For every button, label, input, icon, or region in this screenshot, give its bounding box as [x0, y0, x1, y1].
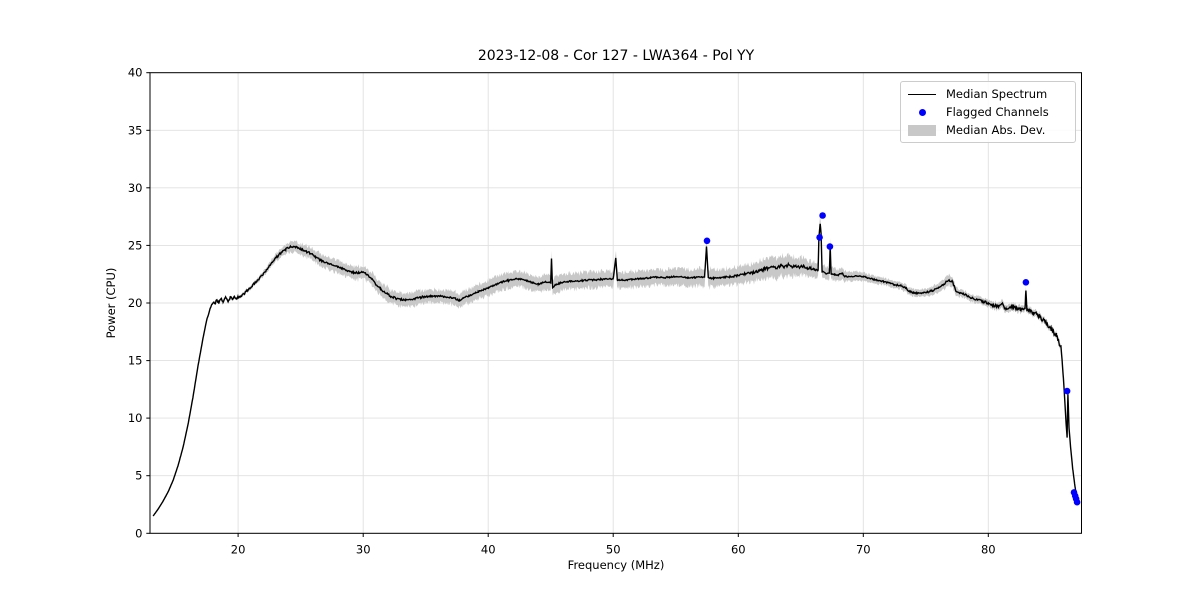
x-tick-label: 30	[356, 542, 371, 556]
legend-item-flagged-channels: Flagged Channels	[908, 103, 1067, 121]
legend: Median Spectrum Flagged Channels Median …	[900, 81, 1076, 143]
legend-item-label: Median Spectrum	[946, 87, 1048, 101]
y-tick-label: 15	[128, 354, 143, 368]
legend-dot-icon	[908, 108, 936, 116]
y-axis-label: Power (CPU)	[104, 267, 118, 339]
median-spectrum-line	[152, 223, 1080, 517]
patch-sample-icon	[908, 124, 936, 136]
flagged-channel-dot	[1022, 279, 1030, 286]
y-tick-label: 25	[128, 238, 143, 252]
legend-item-median-spectrum: Median Spectrum	[908, 85, 1067, 103]
y-tick-label: 40	[128, 66, 143, 80]
legend-line-icon	[908, 93, 936, 95]
legend-patch-icon	[908, 124, 936, 136]
x-tick-label: 50	[606, 542, 621, 556]
legend-item-label: Flagged Channels	[946, 105, 1049, 119]
line-sample-icon	[908, 93, 936, 95]
y-tick-label: 20	[128, 296, 143, 310]
x-tick-label: 70	[856, 542, 871, 556]
x-tick-label: 20	[231, 542, 246, 556]
plot-title: 2023-12-08 - Cor 127 - LWA364 - Pol YY	[477, 48, 755, 64]
plot-border	[149, 72, 1082, 534]
x-tick-label: 40	[481, 542, 496, 556]
flagged-channel-dot	[826, 243, 834, 250]
flagged-channel-dot	[819, 212, 826, 219]
x-tick-label: 80	[981, 542, 996, 556]
y-tick-label: 30	[128, 181, 143, 195]
dot-sample-icon	[918, 108, 926, 116]
flagged-channel-dot	[1073, 498, 1081, 506]
y-tick-label: 10	[128, 411, 143, 425]
x-axis-label: Frequency (MHz)	[567, 558, 665, 572]
legend-item-label: Median Abs. Dev.	[946, 123, 1046, 137]
y-tick-label: 35	[128, 123, 143, 137]
legend-item-median-abs-dev: Median Abs. Dev.	[908, 121, 1067, 139]
x-tick-label: 60	[731, 542, 746, 556]
flagged-channel-dot	[816, 234, 823, 241]
flagged-channel-dot	[1063, 387, 1071, 395]
y-tick-label: 5	[135, 469, 142, 483]
y-tick-label: 0	[135, 526, 142, 540]
flagged-channel-dot	[703, 237, 711, 245]
